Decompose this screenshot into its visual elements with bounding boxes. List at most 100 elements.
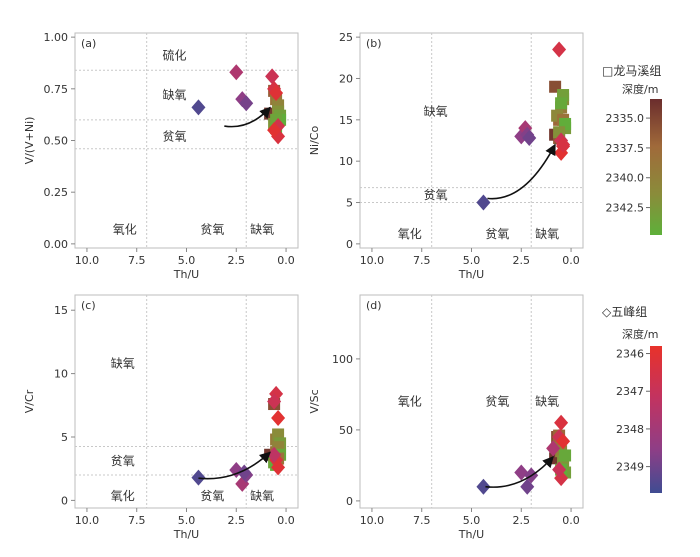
wufeng-point (267, 122, 282, 139)
wufeng-point (556, 433, 571, 450)
region-label: 氧化 (113, 222, 137, 236)
x-tick-label: 7.5 (128, 254, 146, 267)
y-tick-label: 15 (54, 304, 68, 317)
x-tick-label: 10.0 (75, 254, 100, 267)
colorbar-longmaxi (650, 99, 662, 235)
panel-a: 10.0 7.5 5.0 2.5 0.0 0.00 0.25 0.50 0.75 1.00 Th/U… (23, 31, 299, 281)
region-label: 硫化 (163, 48, 187, 63)
legend-wufeng: ◇五峰组 深度/m 2346 2347 2348 2349 (602, 305, 662, 493)
region-label: 贫氧 (163, 128, 187, 143)
wufeng-point (191, 99, 206, 116)
region-label: 缺氧 (250, 221, 274, 236)
y-axis-label: V/Cr (23, 389, 36, 413)
legend-wufeng-title: ◇五峰组 (602, 305, 647, 319)
panel-label: (c) (81, 299, 96, 312)
region-label: 氧化 (111, 489, 135, 503)
colorbar-tick-label: 2342.5 (606, 202, 645, 215)
y-tick-label: 20 (339, 72, 353, 85)
y-tick-label: 0.75 (44, 83, 69, 96)
plot-frame (74, 294, 299, 509)
region-label: 贫氧 (485, 226, 509, 241)
wufeng-point (265, 68, 280, 85)
x-tick-label: 7.5 (413, 514, 431, 527)
colorbar-tick-label: 2340.0 (606, 172, 645, 185)
colorbar-tick-label: 2335.0 (606, 112, 645, 125)
y-tick-label: 25 (339, 31, 353, 44)
y-tick-label: 15 (339, 114, 353, 127)
colorbar-wufeng-title: 深度/m (622, 327, 658, 341)
y-axis-label: Ni/Co (308, 126, 321, 156)
x-tick-label: 5.0 (178, 514, 196, 527)
y-tick-label: 5 (346, 197, 353, 210)
x-tick-label: 10.0 (360, 514, 385, 527)
trend-arrow (224, 106, 271, 128)
region-label: 贫氧 (111, 453, 135, 468)
x-tick-label: 10.0 (360, 254, 385, 267)
wufeng-point (271, 409, 286, 426)
x-tick-label: 7.5 (128, 514, 146, 527)
colorbar-tick-label: 2349 (616, 461, 644, 474)
y-tick-label: 0 (346, 238, 353, 251)
x-axis-label: Th/U (173, 268, 199, 281)
panel-label: (b) (366, 37, 382, 50)
x-tick-label: 0.0 (562, 514, 580, 527)
y-tick-label: 1.00 (44, 31, 69, 44)
trend-arrow (198, 451, 271, 480)
colorbar-tick-label: 2337.5 (606, 142, 645, 155)
x-tick-label: 0.0 (277, 254, 295, 267)
x-tick-label: 0.0 (562, 254, 580, 267)
panel-b: 10.0 7.5 5.0 2.5 0.0 0 5 10 15 20 25 Th/U Ni/Co (b) 缺氧… (308, 31, 584, 281)
wufeng-point (267, 393, 282, 410)
region-label: 贫氧 (200, 488, 224, 503)
wufeng-point (476, 478, 491, 495)
wufeng-point (522, 130, 537, 147)
wufeng-point (269, 84, 284, 101)
y-tick-label: 0.25 (44, 186, 69, 199)
y-tick-label: 100 (332, 353, 353, 366)
x-tick-label: 7.5 (413, 254, 431, 267)
wufeng-point (554, 414, 569, 431)
trend-arrow (485, 456, 554, 488)
wufeng-point (476, 194, 491, 211)
x-tick-label: 10.0 (75, 514, 100, 527)
wufeng-point (556, 136, 571, 153)
colorbar-tick-label: 2346 (616, 348, 644, 361)
region-label: 贫氧 (485, 394, 509, 409)
y-tick-label: 0 (346, 495, 353, 508)
region-label: 贫氧 (200, 221, 224, 236)
x-tick-label: 0.0 (277, 514, 295, 527)
wufeng-point (552, 41, 567, 58)
region-label: 缺氧 (250, 488, 274, 503)
y-axis-label: V/Sc (308, 389, 321, 413)
colorbar-tick-label: 2347 (616, 385, 644, 398)
panel-label: (d) (366, 299, 382, 312)
wufeng-point (271, 459, 286, 476)
plot-frame (359, 32, 584, 249)
x-axis-label: Th/U (458, 528, 484, 541)
y-tick-label: 0.00 (44, 238, 69, 251)
wufeng-point (552, 461, 567, 478)
panel-d: 10.0 7.5 5.0 2.5 0.0 0 50 100 Th/U V/Sc (d) 氧化 贫氧 缺氧 (308, 294, 584, 541)
region-label: 缺氧 (535, 394, 559, 409)
panel-label: (a) (81, 37, 96, 50)
y-tick-label: 50 (339, 424, 353, 437)
wufeng-point (514, 464, 529, 481)
y-tick-label: 5 (61, 431, 68, 444)
wufeng-point (546, 440, 561, 457)
x-tick-label: 5.0 (178, 254, 196, 267)
y-tick-label: 10 (339, 155, 353, 168)
region-label: 缺氧 (424, 104, 448, 119)
x-axis-label: Th/U (458, 268, 484, 281)
legend-longmaxi: □龙马溪组 深度/m 2335.0 2337.5 2340.0 2342.5 (602, 64, 662, 235)
plot-frame (359, 294, 584, 509)
region-label: 缺氧 (111, 355, 135, 370)
colorbar-longmaxi-title: 深度/m (622, 82, 658, 96)
longmaxi-point (559, 449, 572, 462)
x-axis-label: Th/U (173, 528, 199, 541)
panel-c: 10.0 7.5 5.0 2.5 0.0051015Th/UV/Cr(c)缺氧贫氧氧化贫… (23, 294, 299, 541)
y-tick-label: 0.50 (44, 135, 69, 148)
colorbar-wufeng (650, 346, 662, 493)
x-tick-label: 2.5 (513, 254, 531, 267)
region-label: 缺氧 (163, 87, 187, 102)
